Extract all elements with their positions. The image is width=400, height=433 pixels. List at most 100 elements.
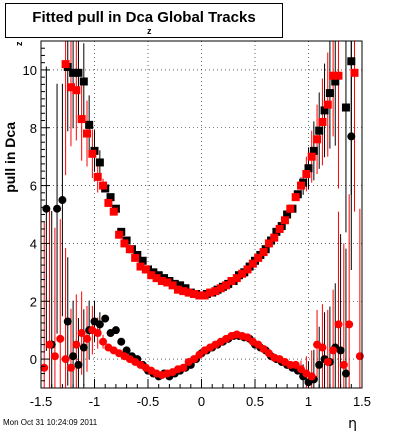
data-point xyxy=(347,132,356,141)
data-point xyxy=(141,265,150,274)
data-point xyxy=(184,288,193,297)
data-point xyxy=(131,253,140,262)
data-point xyxy=(63,317,72,326)
data-point xyxy=(88,149,97,158)
data-point xyxy=(280,216,289,225)
data-point xyxy=(56,334,65,343)
data-point xyxy=(331,77,340,86)
data-point xyxy=(53,204,62,213)
data-point xyxy=(93,329,102,338)
data-point xyxy=(74,360,83,369)
data-points xyxy=(40,57,364,387)
data-point xyxy=(85,120,94,129)
data-point xyxy=(120,239,129,248)
y-tick-label: 6 xyxy=(30,179,37,194)
data-point xyxy=(50,352,59,361)
x-tick-label: -1.5 xyxy=(30,394,52,409)
axis-ticks: -1.5 -1 -0.5 0 0.5 1 1.5 0 2 4 6 8 10 xyxy=(23,47,371,409)
data-point xyxy=(200,291,209,300)
data-point xyxy=(309,146,318,155)
data-point xyxy=(106,193,115,202)
data-point xyxy=(111,326,120,335)
chart-title-box: Fitted pull in Dca Global Tracks z xyxy=(5,3,283,38)
data-point xyxy=(254,253,263,262)
data-point xyxy=(152,274,161,283)
data-point xyxy=(74,68,83,77)
data-point xyxy=(138,256,147,265)
data-point xyxy=(163,278,172,287)
x-tick-label: -0.5 xyxy=(137,394,159,409)
data-point xyxy=(99,181,108,190)
data-point xyxy=(243,265,252,274)
data-point xyxy=(115,230,124,239)
data-point xyxy=(334,71,343,80)
y-tick-label: 2 xyxy=(30,294,37,309)
data-point xyxy=(95,320,104,329)
data-point xyxy=(69,352,78,361)
y-tick-label: 10 xyxy=(23,63,37,78)
chart-title: Fitted pull in Dca Global Tracks xyxy=(32,9,256,26)
data-point xyxy=(190,355,199,364)
data-point xyxy=(232,274,241,283)
data-point xyxy=(339,360,348,369)
x-tick-label: -1 xyxy=(89,394,101,409)
y-tick-label: 4 xyxy=(30,236,37,251)
x-tick-label: 1.5 xyxy=(353,394,371,409)
data-point xyxy=(238,269,247,278)
data-point xyxy=(195,291,204,300)
data-point xyxy=(297,181,306,190)
error-bars xyxy=(43,41,361,388)
x-tick-label: 1 xyxy=(305,394,312,409)
data-point xyxy=(264,349,273,358)
data-point xyxy=(345,320,354,329)
data-point xyxy=(72,86,81,95)
y-tick-label: 0 xyxy=(30,352,37,367)
data-point xyxy=(104,198,113,207)
y-tick-label: 8 xyxy=(30,121,37,136)
data-point xyxy=(157,277,166,286)
data-point xyxy=(45,340,54,349)
data-point xyxy=(66,363,75,372)
data-point xyxy=(334,320,343,329)
data-point xyxy=(297,365,306,374)
data-point xyxy=(264,239,273,248)
data-point xyxy=(259,344,268,353)
data-point xyxy=(355,352,364,361)
data-point xyxy=(323,100,332,109)
data-point xyxy=(79,343,88,352)
grid-lines xyxy=(40,41,363,388)
data-point xyxy=(69,68,78,77)
data-point xyxy=(254,340,263,349)
data-point xyxy=(136,262,145,271)
x-axis-title: η xyxy=(348,416,357,432)
data-point xyxy=(125,245,134,254)
data-point xyxy=(320,106,329,115)
data-point xyxy=(77,115,86,124)
data-point xyxy=(66,83,75,92)
data-point xyxy=(216,284,225,293)
data-point xyxy=(179,287,188,296)
data-point xyxy=(42,204,51,213)
data-point xyxy=(83,334,92,343)
data-point xyxy=(211,287,220,296)
data-point xyxy=(283,210,292,219)
x-tick-label: 0.5 xyxy=(246,394,264,409)
data-point xyxy=(195,350,204,359)
data-point xyxy=(206,288,215,297)
data-point xyxy=(58,196,67,205)
data-point xyxy=(147,271,156,280)
data-point xyxy=(313,135,322,144)
data-point xyxy=(248,259,257,268)
data-point xyxy=(168,281,177,290)
data-point xyxy=(307,152,316,161)
data-point xyxy=(325,89,334,98)
data-point xyxy=(329,71,338,80)
timestamp-footer: Mon Oct 31 10:24:09 2011 xyxy=(3,418,98,427)
data-point xyxy=(302,170,311,179)
data-point xyxy=(61,355,70,364)
data-point xyxy=(109,207,118,216)
data-point xyxy=(307,372,316,381)
data-point xyxy=(286,204,295,213)
data-point xyxy=(222,281,231,290)
